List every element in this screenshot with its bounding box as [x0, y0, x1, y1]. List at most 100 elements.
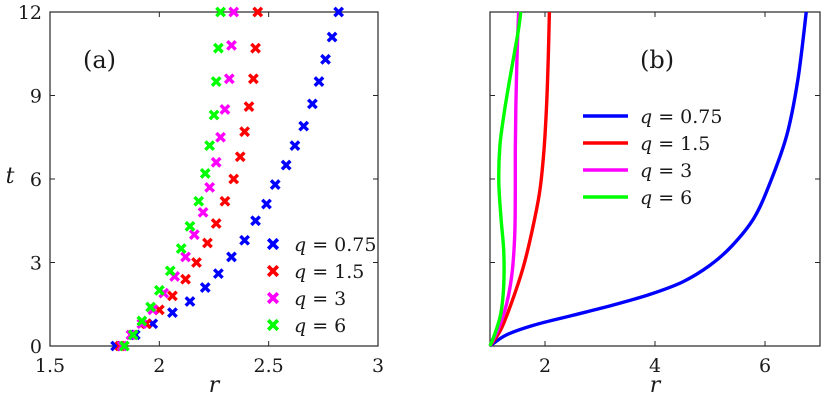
- data-point: [188, 229, 200, 241]
- panel-a-xtick-label: 2: [153, 355, 165, 377]
- data-point-stroke: [210, 156, 222, 168]
- data-point: [212, 42, 224, 54]
- panel-b-series-q-3: [488, 11, 521, 347]
- panel-b-series-q-1_5: [488, 11, 552, 347]
- data-point: [210, 156, 222, 168]
- data-point-stroke: [261, 198, 272, 210]
- data-point: [298, 120, 310, 132]
- legend-item: q = 6: [266, 315, 346, 337]
- data-point: [184, 296, 196, 307]
- panel-a-xtick-label: 3: [372, 355, 384, 377]
- legend-label-var: q: [294, 234, 306, 256]
- series-line: [488, 11, 552, 347]
- data-point-stroke: [239, 126, 251, 138]
- legend-item: q = 1.5: [266, 261, 364, 283]
- legend-item: q = 3: [583, 160, 692, 182]
- data-point: [250, 215, 261, 227]
- legend-label-value: = 0.75: [306, 234, 376, 256]
- data-point: [118, 340, 130, 352]
- legend-label: q = 6: [294, 315, 346, 337]
- data-point-stroke: [199, 168, 211, 179]
- data-point-stroke: [136, 315, 148, 327]
- legend-item: q = 6: [583, 187, 692, 209]
- data-point-stroke: [184, 220, 196, 232]
- data-point: [228, 6, 240, 18]
- data-point-stroke: [210, 76, 222, 87]
- data-point: [153, 284, 165, 296]
- data-point-stroke: [269, 179, 281, 190]
- data-point-stroke: [219, 195, 231, 207]
- data-point-stroke: [250, 42, 261, 54]
- data-point: [250, 42, 261, 54]
- panel-b-xtick-label: 6: [759, 355, 771, 377]
- data-point: [212, 268, 224, 280]
- panel-a-series-q-3: [116, 6, 240, 352]
- legend-label-value: = 3: [306, 288, 346, 310]
- data-point-stroke: [212, 42, 224, 54]
- legend-marker: [266, 237, 280, 251]
- data-point-stroke: [223, 73, 235, 85]
- panel-a-ytick-label: 6: [30, 169, 42, 191]
- data-point: [199, 168, 211, 179]
- data-point-stroke: [250, 215, 261, 227]
- data-point: [127, 329, 139, 341]
- legend-label-var: q: [294, 315, 306, 337]
- legend-marker: [266, 291, 280, 305]
- panel-b-chart: 2 4 6r(b)q = 0.75q = 1.5q = 3q = 6: [488, 11, 821, 398]
- data-point: [228, 173, 240, 185]
- data-point-stroke: [226, 39, 237, 51]
- data-point: [226, 39, 237, 51]
- data-point-stroke: [280, 159, 292, 171]
- legend-marker: [266, 318, 280, 332]
- panel-b-series-q-0_75: [489, 11, 808, 348]
- data-point: [243, 101, 255, 113]
- data-point: [191, 257, 202, 268]
- data-point-stroke: [202, 237, 213, 249]
- panel-a-xtick-label: 1.5: [35, 355, 65, 377]
- legend-label: q = 3: [640, 160, 692, 182]
- data-point-stroke: [204, 181, 216, 193]
- legend-label-value: = 6: [306, 315, 346, 337]
- legend-label-value: = 0.75: [652, 106, 722, 128]
- data-point-stroke: [118, 340, 130, 352]
- legend-label-value: = 6: [652, 187, 692, 209]
- data-point: [215, 6, 226, 18]
- data-point-stroke: [210, 218, 222, 229]
- data-point: [219, 195, 231, 207]
- data-point: [239, 126, 251, 138]
- data-point: [210, 218, 222, 229]
- data-point-stroke: [167, 290, 178, 302]
- legend-label: q = 3: [294, 288, 346, 310]
- data-point-stroke: [219, 104, 231, 115]
- data-point: [208, 109, 220, 121]
- data-point-stroke: [175, 243, 187, 254]
- data-point-stroke: [136, 318, 148, 330]
- data-point-stroke: [239, 234, 251, 246]
- panel-a-ytick-label: 12: [18, 2, 42, 24]
- data-point: [204, 140, 216, 152]
- legend-label-var: q: [640, 160, 652, 182]
- data-point: [184, 220, 196, 232]
- panel-a-y-axis-title: t: [6, 164, 15, 189]
- data-point: [145, 301, 156, 313]
- data-point: [167, 307, 178, 319]
- data-point-stroke: [180, 251, 191, 263]
- legend-label-var: q: [640, 106, 652, 128]
- legend-label-var: q: [294, 288, 306, 310]
- data-point-stroke: [197, 206, 209, 218]
- data-point: [313, 76, 325, 87]
- data-point-stroke: [247, 73, 259, 85]
- legend-label-var: q: [640, 133, 652, 155]
- data-point: [252, 6, 264, 18]
- data-point: [280, 159, 292, 171]
- panel-a-ytick-label: 3: [30, 253, 42, 275]
- data-point-stroke: [204, 140, 216, 152]
- data-point-stroke: [243, 101, 255, 113]
- legend-item: q = 3: [266, 288, 346, 310]
- data-point-stroke: [234, 151, 246, 163]
- data-point: [223, 73, 235, 85]
- data-point-stroke: [320, 53, 331, 65]
- series-line: [488, 11, 523, 347]
- legend-label: q = 0.75: [640, 106, 722, 128]
- panel-a-panel-label: (a): [83, 46, 116, 74]
